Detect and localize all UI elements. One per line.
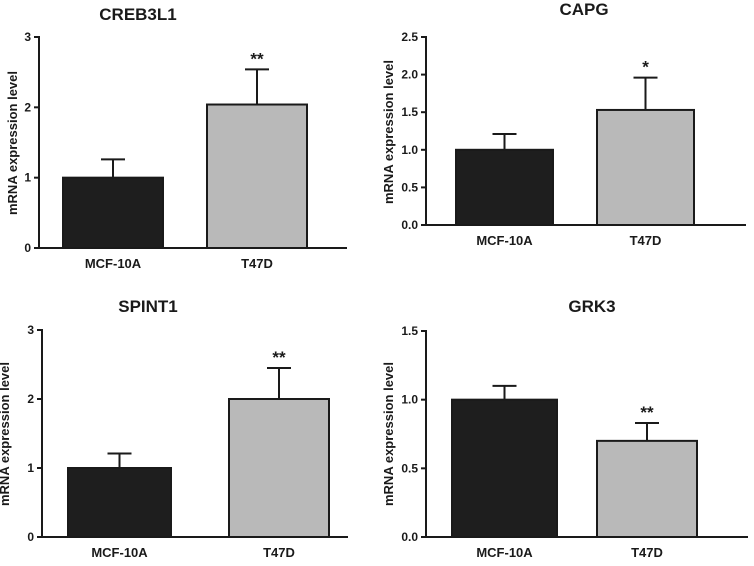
x-tick-label: MCF-10A: [85, 256, 142, 271]
panel-grk3: GRK3 mRNA expression level 0.0 0.5 1.0 1.5 M…: [381, 297, 748, 560]
bar-t47d: [228, 398, 330, 538]
y-tick-label: 2: [27, 392, 34, 406]
y-tick-label: 3: [24, 30, 31, 44]
y-tick-label: 1.5: [401, 324, 418, 338]
y-tick-label: 0.0: [401, 218, 418, 232]
y-tick-label: 0: [24, 241, 31, 255]
plot-area: 0 1 2 3 MCF-10A ** T47D: [27, 323, 348, 560]
plot-area: 0.0 0.5 1.0 1.5 2.0 2.5 MCF-10A * T47D: [401, 30, 746, 248]
y-tick-label: 1: [27, 461, 34, 475]
y-tick-label: 2: [24, 100, 31, 114]
bar-mcf-10a: [455, 148, 554, 226]
bar-t47d: [206, 103, 308, 249]
bar-t47d: [596, 439, 698, 538]
y-tick-label: 1.5: [401, 105, 418, 119]
y-tick-label: 1: [24, 171, 31, 185]
bar-mcf-10a: [62, 176, 164, 250]
bar-mcf-10a: [67, 467, 172, 538]
y-axis-label: mRNA expression level: [5, 71, 20, 215]
x-tick-label: T47D: [630, 233, 662, 248]
plot-area: 0.0 0.5 1.0 1.5 MCF-10A ** T47D: [401, 324, 748, 560]
bar-t47d: [596, 108, 695, 226]
y-tick-label: 2.5: [401, 30, 418, 44]
y-tick-label: 3: [27, 323, 34, 337]
y-tick-label: 0.0: [401, 530, 418, 544]
panel-capg: CAPG mRNA expression level 0.0 0.5 1.0 1.5 2…: [381, 0, 746, 248]
significance-marker: **: [640, 403, 654, 422]
x-tick-label: T47D: [241, 256, 273, 271]
chart-title: GRK3: [568, 297, 615, 316]
x-tick-label: MCF-10A: [476, 233, 533, 248]
panel-spint1: SPINT1 mRNA expression level 0 1 2 3 MCF-10A…: [0, 297, 348, 560]
chart-title: CREB3L1: [99, 5, 176, 24]
x-tick-label: T47D: [631, 545, 663, 560]
y-tick-label: 2.0: [401, 68, 418, 82]
y-tick-label: 1.0: [401, 393, 418, 407]
significance-marker: **: [250, 49, 264, 68]
x-tick-label: MCF-10A: [476, 545, 533, 560]
plot-area: 0 1 2 3 MCF-10A ** T47D: [24, 30, 347, 271]
y-axis-label: mRNA expression level: [381, 60, 396, 204]
y-tick-label: 0.5: [401, 180, 418, 194]
significance-marker: **: [272, 348, 286, 367]
bar-mcf-10a: [451, 398, 558, 538]
panel-creb3l1: CREB3L1 mRNA expression level 0 1 2 3 MCF-10…: [5, 5, 347, 271]
y-axis-label: mRNA expression level: [381, 362, 396, 506]
significance-marker: *: [642, 58, 649, 77]
x-tick-label: T47D: [263, 545, 295, 560]
chart-title: CAPG: [559, 0, 608, 19]
chart-title: SPINT1: [118, 297, 178, 316]
y-tick-label: 0.5: [401, 461, 418, 475]
x-tick-label: MCF-10A: [91, 545, 148, 560]
y-tick-label: 1.0: [401, 143, 418, 157]
y-tick-label: 0: [27, 530, 34, 544]
y-axis-label: mRNA expression level: [0, 362, 12, 506]
